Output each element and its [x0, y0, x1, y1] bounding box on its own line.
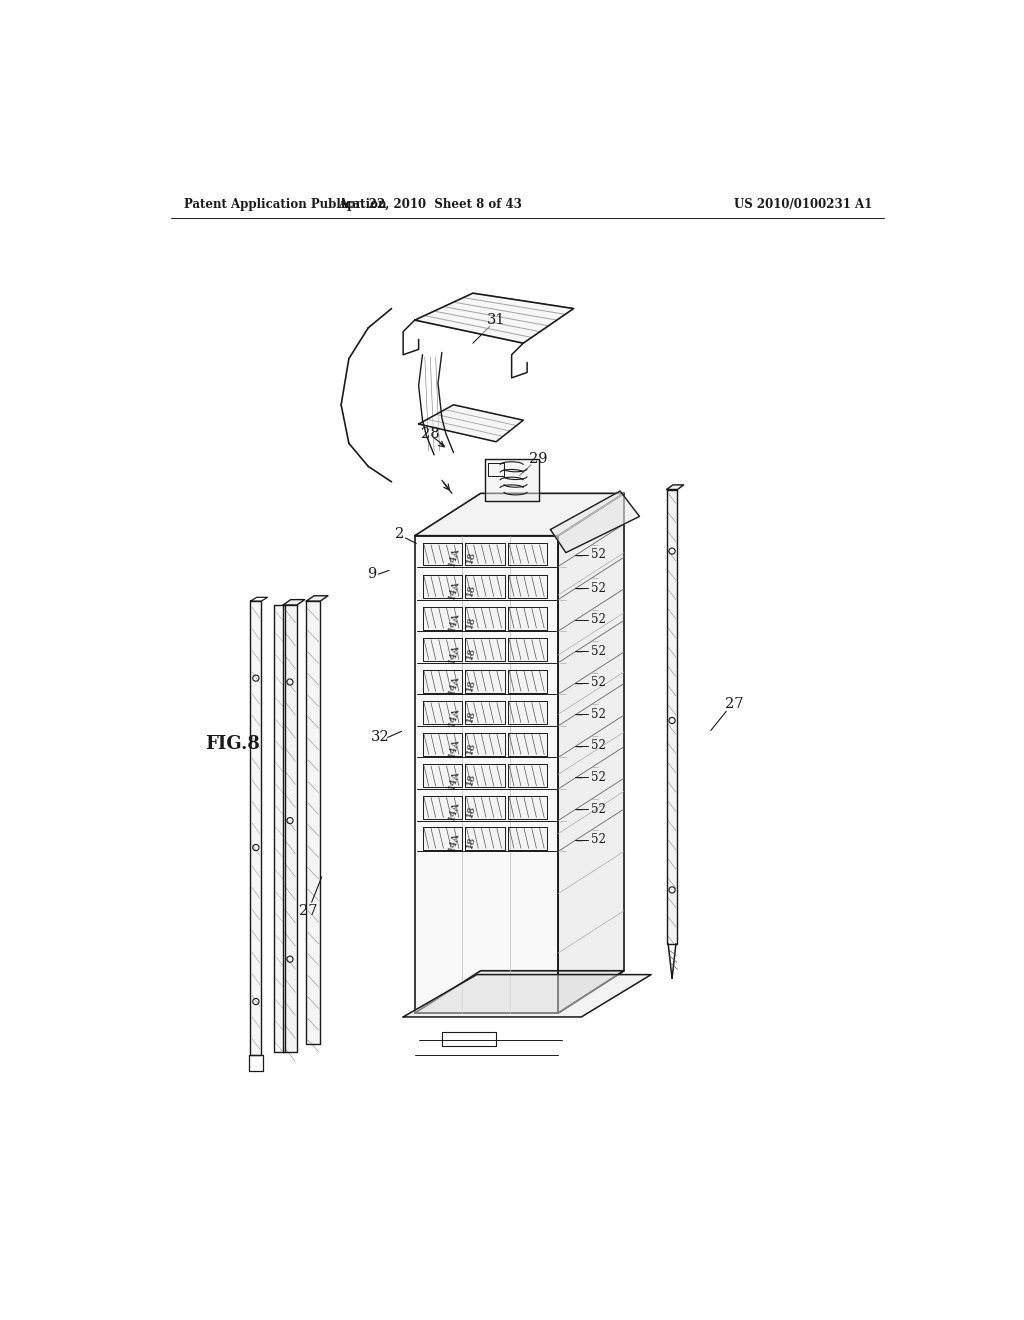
Polygon shape: [419, 405, 523, 442]
Text: 18: 18: [465, 741, 477, 755]
Text: US 2010/0100231 A1: US 2010/0100231 A1: [734, 198, 872, 211]
Polygon shape: [508, 701, 547, 725]
Polygon shape: [273, 605, 285, 1052]
Text: 18: 18: [465, 804, 477, 818]
Text: 52: 52: [591, 612, 605, 626]
Text: 14A: 14A: [446, 643, 461, 664]
Text: 18: 18: [465, 836, 477, 849]
Polygon shape: [423, 638, 462, 661]
Polygon shape: [415, 536, 558, 1014]
Polygon shape: [465, 669, 505, 693]
Polygon shape: [465, 701, 505, 725]
Text: 18: 18: [465, 678, 477, 692]
Text: 52: 52: [591, 833, 605, 846]
Text: 18: 18: [465, 550, 477, 565]
Text: 9: 9: [368, 568, 377, 581]
Polygon shape: [306, 601, 321, 1044]
Polygon shape: [508, 576, 547, 598]
Text: 52: 52: [591, 771, 605, 784]
Text: 27: 27: [725, 697, 743, 710]
Text: 18: 18: [465, 583, 477, 598]
Polygon shape: [558, 494, 624, 1014]
Polygon shape: [283, 605, 297, 1052]
Text: 14A: 14A: [446, 738, 461, 759]
Polygon shape: [508, 733, 547, 756]
Polygon shape: [508, 638, 547, 661]
Polygon shape: [508, 607, 547, 630]
Polygon shape: [251, 601, 261, 1056]
Polygon shape: [465, 544, 505, 565]
Text: 18: 18: [465, 647, 477, 660]
Text: 27: 27: [299, 904, 317, 919]
Polygon shape: [508, 826, 547, 850]
Text: 52: 52: [591, 739, 605, 752]
Text: 52: 52: [591, 803, 605, 816]
Polygon shape: [465, 733, 505, 756]
Polygon shape: [423, 826, 462, 850]
Polygon shape: [508, 764, 547, 788]
Polygon shape: [465, 607, 505, 630]
Polygon shape: [415, 494, 624, 536]
Polygon shape: [465, 638, 505, 661]
Polygon shape: [403, 974, 651, 1016]
Polygon shape: [508, 796, 547, 818]
Polygon shape: [415, 293, 573, 343]
Text: Patent Application Publication: Patent Application Publication: [183, 198, 386, 211]
Text: 52: 52: [591, 644, 605, 657]
Text: 31: 31: [486, 313, 506, 327]
Polygon shape: [423, 764, 462, 788]
Text: 52: 52: [591, 548, 605, 561]
Polygon shape: [415, 970, 624, 1014]
Polygon shape: [283, 599, 305, 605]
Text: 29: 29: [529, 451, 548, 466]
Text: 18: 18: [465, 710, 477, 723]
Text: FIG.8: FIG.8: [206, 735, 260, 752]
Text: 14A: 14A: [446, 706, 461, 727]
Text: 52: 52: [591, 582, 605, 594]
Text: 32: 32: [371, 730, 389, 744]
Polygon shape: [423, 607, 462, 630]
Text: 52: 52: [591, 676, 605, 689]
Polygon shape: [667, 484, 684, 490]
Text: Apr. 22, 2010  Sheet 8 of 43: Apr. 22, 2010 Sheet 8 of 43: [338, 198, 522, 211]
Polygon shape: [508, 544, 547, 565]
Text: 14A: 14A: [446, 579, 461, 601]
Polygon shape: [423, 733, 462, 756]
Text: 52: 52: [591, 708, 605, 721]
Polygon shape: [465, 826, 505, 850]
Text: 18: 18: [465, 772, 477, 787]
Polygon shape: [465, 764, 505, 788]
Text: 14A: 14A: [446, 675, 461, 696]
Polygon shape: [508, 669, 547, 693]
Text: 14A: 14A: [446, 546, 461, 568]
Text: 2: 2: [394, 527, 403, 541]
Polygon shape: [484, 459, 539, 502]
Text: 14A: 14A: [446, 832, 461, 853]
Polygon shape: [423, 701, 462, 725]
Polygon shape: [423, 544, 462, 565]
Polygon shape: [423, 796, 462, 818]
Polygon shape: [465, 576, 505, 598]
Text: 14A: 14A: [446, 801, 461, 822]
Polygon shape: [423, 669, 462, 693]
Text: 14A: 14A: [446, 770, 461, 791]
Polygon shape: [306, 595, 328, 601]
Polygon shape: [550, 491, 640, 553]
Text: 28: 28: [421, 428, 439, 441]
Polygon shape: [423, 576, 462, 598]
Polygon shape: [465, 796, 505, 818]
Polygon shape: [667, 490, 678, 944]
Text: 14A: 14A: [446, 611, 461, 632]
Text: 18: 18: [465, 615, 477, 630]
